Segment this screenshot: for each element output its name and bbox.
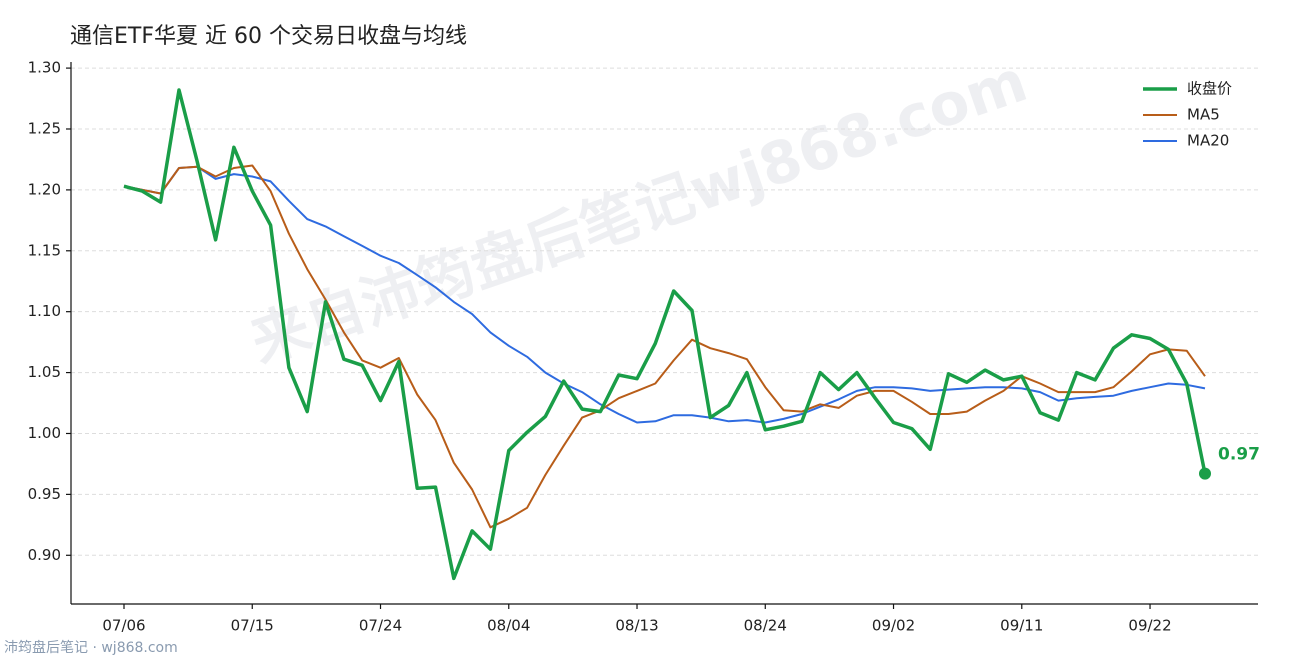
series-line: [123, 165, 1206, 424]
chart-title: 通信ETF华夏 近 60 个交易日收盘与均线: [70, 24, 467, 49]
x-tick-label: 09/11: [1000, 617, 1043, 635]
y-tick-label: 1.15: [28, 241, 61, 259]
x-tick-label: 08/04: [487, 617, 530, 635]
y-tick-label: 0.95: [28, 485, 61, 503]
x-tick-label: 08/13: [615, 617, 658, 635]
x-tick-label: 07/24: [359, 617, 402, 635]
y-tick-label: 1.30: [28, 59, 61, 77]
value-label: 0.97: [1218, 445, 1260, 465]
y-tick-label: 1.25: [28, 119, 61, 137]
x-tick-label: 09/22: [1128, 617, 1171, 635]
legend-label: 收盘价: [1187, 80, 1232, 98]
x-tick-label: 08/24: [744, 617, 787, 635]
y-tick-label: 1.00: [28, 424, 61, 442]
y-tick-label: 1.05: [28, 363, 61, 381]
x-tick-label: 07/15: [231, 617, 274, 635]
legend-label: MA20: [1187, 132, 1229, 150]
series-line: [123, 88, 1207, 581]
footer: 沛筠盘后笔记 · wj868.com: [4, 639, 178, 656]
end-point: [1199, 467, 1211, 480]
x-tick-label: 07/06: [102, 617, 145, 635]
x-tick-label: 09/02: [872, 617, 915, 635]
y-tick-label: 0.90: [28, 546, 61, 564]
y-tick-label: 1.10: [28, 302, 61, 320]
series-line: [123, 164, 1206, 529]
y-tick-label: 1.20: [28, 180, 61, 198]
legend-label: MA5: [1187, 106, 1220, 124]
watermark: 来自沛筠盘后笔记wj868.com: [242, 46, 1035, 376]
